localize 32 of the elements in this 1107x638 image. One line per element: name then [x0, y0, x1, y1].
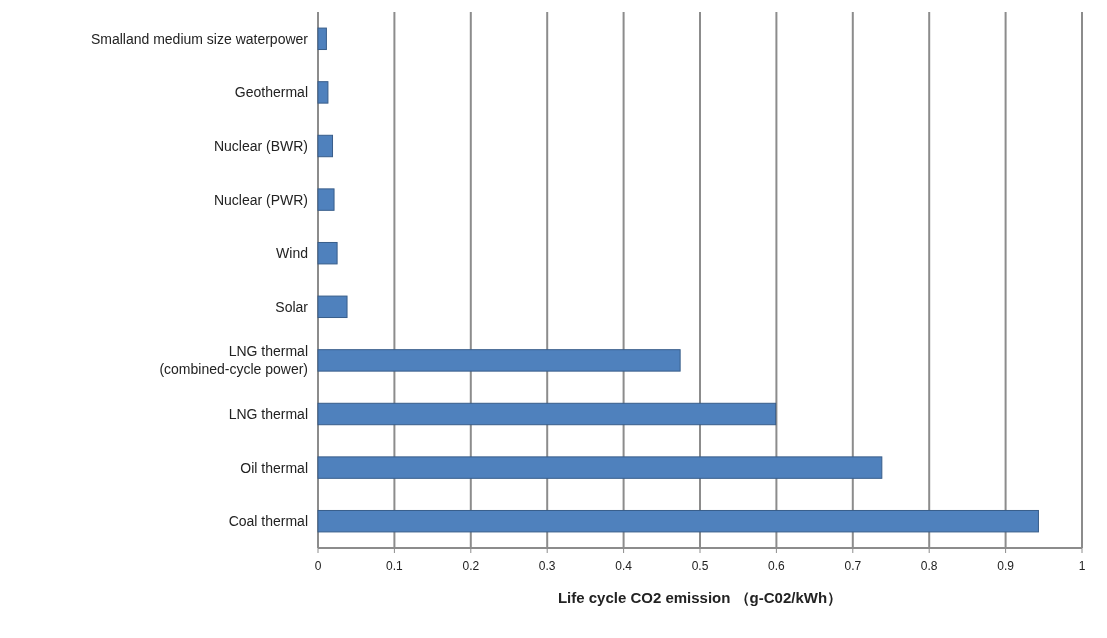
bar: [317, 188, 335, 211]
bar: [317, 81, 329, 104]
x-tick-label: 0.7: [844, 559, 862, 573]
x-tick-label: 0.4: [615, 559, 633, 573]
x-tick-label: 0.3: [538, 559, 556, 573]
y-tick-label: Nuclear (PWR): [213, 191, 308, 208]
bar: [317, 402, 777, 426]
bar: [317, 509, 1039, 533]
y-tick-label: Coal thermal: [228, 513, 308, 530]
y-tick-label: LNG thermal: [228, 406, 308, 422]
x-tick-label: 0: [314, 559, 322, 573]
x-axis-title: Life cycle CO2 emission （g-C02/kWh）: [557, 589, 843, 606]
bar: [317, 241, 338, 265]
x-tick-label: 0.9: [997, 559, 1015, 573]
bar: [317, 27, 327, 51]
x-tick-label: 1: [1078, 559, 1086, 573]
y-tick-label: Solar: [275, 298, 309, 315]
y-tick-label: Nuclear (BWR): [213, 138, 308, 154]
x-tick-label: 0.2: [462, 559, 480, 573]
y-tick-label: Smalland medium size waterpower: [90, 30, 309, 47]
x-tick-label: 0.5: [691, 559, 709, 573]
bar: [317, 349, 681, 372]
y-tick-label: Wind: [276, 245, 308, 262]
y-tick-label: LNG thermal (combined-cycle power): [159, 343, 308, 378]
y-tick-label: Geothermal: [234, 84, 308, 101]
x-tick-label: 0.6: [768, 559, 786, 573]
bar: [317, 456, 883, 479]
bar: [317, 134, 334, 158]
bar: [317, 295, 348, 319]
x-tick-label: 0.8: [920, 559, 938, 573]
y-tick-label: Oil thermal: [240, 459, 308, 476]
x-tick-label: 0.1: [386, 559, 404, 573]
